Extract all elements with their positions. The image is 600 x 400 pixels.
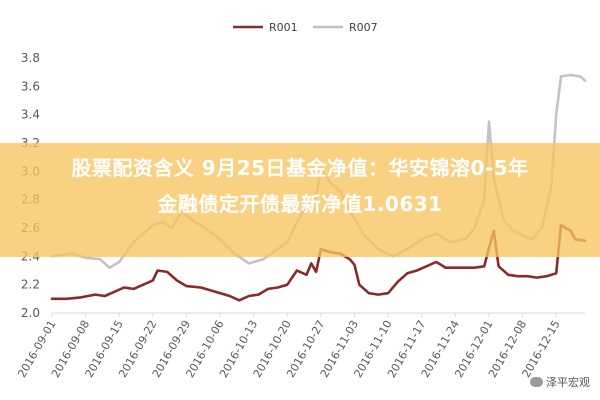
y-tick-label: 3.6 bbox=[21, 79, 40, 93]
watermark-text: 泽平宏观 bbox=[546, 376, 590, 389]
chart-legend: R001 R007 bbox=[233, 21, 378, 34]
y-tick-label: 2.2 bbox=[21, 278, 40, 292]
legend-label-r007: R007 bbox=[349, 21, 378, 34]
y-tick-label: 3.4 bbox=[21, 108, 40, 122]
wechat-icon bbox=[530, 377, 543, 387]
watermark: 泽平宏观 bbox=[530, 374, 590, 390]
legend-label-r001: R001 bbox=[269, 21, 298, 34]
y-tick-label: 3.8 bbox=[21, 51, 40, 65]
headline-line-1: 股票配资含义 9月25日基金净值：华安锦溶0-5年 bbox=[71, 156, 529, 180]
headline-text[interactable]: 股票配资含义 9月25日基金净值：华安锦溶0-5年 金融债定开债最新净值1.06… bbox=[0, 150, 600, 222]
x-axis: 2016-09-012016-09-082016-09-152016-09-22… bbox=[15, 312, 585, 380]
headline-banner bbox=[0, 143, 600, 257]
headline-line-2: 金融债定开债最新净值1.0631 bbox=[157, 192, 443, 216]
y-tick-label: 2.0 bbox=[21, 306, 40, 320]
